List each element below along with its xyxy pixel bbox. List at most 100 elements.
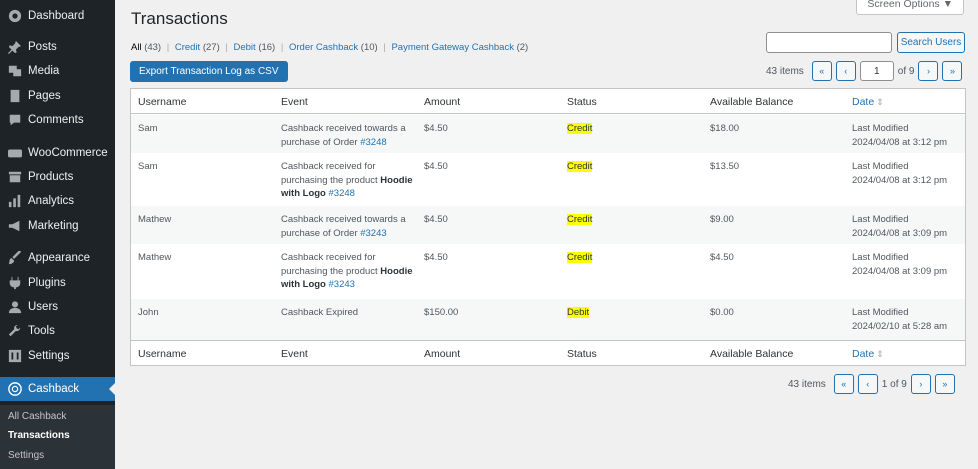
filter-order-cashback[interactable]: Order Cashback (10) bbox=[288, 42, 378, 53]
column-username: Username bbox=[138, 96, 187, 108]
archive-icon bbox=[2, 170, 28, 184]
first-page-button[interactable]: « bbox=[833, 374, 854, 394]
filter-links: All (43) | Credit (27) | Debit (16) | Or… bbox=[131, 42, 528, 53]
sidebar-item-label: Dashboard bbox=[28, 10, 85, 22]
cell-balance: $18.00 bbox=[710, 123, 740, 134]
page-indicator: 1 of 9 bbox=[881, 378, 907, 390]
media-icon bbox=[2, 64, 28, 78]
sidebar-item-label: WooCommerce bbox=[28, 147, 108, 159]
filter-payment-gateway-cashback[interactable]: Payment Gateway Cashback (2) bbox=[391, 42, 529, 53]
product-name: Hoodie with Logo bbox=[281, 265, 413, 291]
sidebar-item-label: Pages bbox=[28, 90, 61, 102]
submenu-settings[interactable]: Settings bbox=[8, 450, 45, 461]
cell-date: Last Modified 2024/04/08 at 3:12 pm bbox=[852, 123, 948, 148]
table-header: Username Event Amount Status Available B… bbox=[131, 89, 965, 114]
search-users-button[interactable]: Search Users bbox=[897, 32, 965, 53]
sidebar-item-dashboard[interactable]: Dashboard bbox=[0, 4, 115, 28]
cell-username: Mathew bbox=[138, 214, 172, 225]
sort-icon: ⇕ bbox=[876, 97, 884, 107]
order-link[interactable]: #3243 bbox=[360, 227, 387, 239]
status-badge: Credit bbox=[567, 252, 593, 263]
cell-status: Credit bbox=[567, 251, 593, 265]
sidebar-item-comments[interactable]: Comments bbox=[0, 108, 115, 132]
prev-page-button[interactable]: ‹ bbox=[835, 61, 856, 81]
sidebar-item-appearance[interactable]: Appearance bbox=[0, 246, 115, 270]
cell-amount: $150.00 bbox=[424, 307, 459, 318]
sidebar-item-posts[interactable]: Posts bbox=[0, 35, 115, 59]
cell-event: Cashback received for purchasing the pro… bbox=[281, 252, 413, 291]
cell-date: Last Modified 2024/04/08 at 3:09 pm bbox=[852, 214, 948, 239]
filter-separator: | bbox=[383, 42, 386, 53]
bar-chart-icon bbox=[2, 194, 28, 208]
submenu-all-cashback[interactable]: All Cashback bbox=[8, 411, 67, 422]
cell-username: John bbox=[138, 307, 159, 318]
next-page-button[interactable]: › bbox=[918, 61, 939, 81]
sidebar-item-label: Settings bbox=[28, 350, 70, 362]
export-csv-button[interactable]: Export Transaction Log as CSV bbox=[130, 61, 288, 82]
sidebar-item-label: Users bbox=[28, 301, 59, 313]
first-page-button[interactable]: « bbox=[811, 61, 832, 81]
cell-amount: $4.50 bbox=[424, 161, 448, 172]
cell-status: Debit bbox=[567, 306, 590, 320]
cell-date: Last Modified 2024/04/08 at 3:12 pm bbox=[852, 161, 948, 186]
items-count: 43 items bbox=[788, 378, 826, 390]
last-page-button[interactable]: » bbox=[942, 61, 963, 81]
cell-amount: $4.50 bbox=[424, 214, 448, 225]
status-badge: Credit bbox=[567, 161, 593, 172]
transactions-table: Username Event Amount Status Available B… bbox=[130, 88, 966, 366]
screen-options-button[interactable]: Screen Options ▼ bbox=[856, 0, 964, 15]
filter-credit[interactable]: Credit (27) bbox=[174, 42, 220, 53]
submenu-transactions[interactable]: Transactions bbox=[8, 430, 70, 441]
sidebar-item-label: Plugins bbox=[28, 277, 66, 289]
cell-balance: $0.00 bbox=[710, 307, 734, 318]
pagination-bottom: 43 items « ‹ 1 of 9 › » bbox=[788, 374, 955, 394]
filter-separator: | bbox=[225, 42, 228, 53]
sidebar-item-woocommerce[interactable]: WooCommerce bbox=[0, 141, 115, 165]
cell-username: Sam bbox=[138, 161, 158, 172]
cell-event: Cashback Expired bbox=[281, 307, 359, 318]
cashback-submenu: All Cashback Transactions Settings bbox=[0, 405, 115, 469]
status-badge: Debit bbox=[567, 307, 590, 318]
sidebar-item-label: Appearance bbox=[28, 252, 91, 264]
column-available-balance: Available Balance bbox=[710, 348, 794, 360]
filter-debit[interactable]: Debit (16) bbox=[233, 42, 276, 53]
status-badge: Credit bbox=[567, 123, 593, 134]
column-status: Status bbox=[567, 348, 597, 360]
sidebar-item-cashback[interactable]: Cashback bbox=[0, 377, 115, 401]
cell-event: Cashback received towards a purchase of … bbox=[281, 214, 406, 239]
table-row: John Cashback Expired $150.00 Debit $0.0… bbox=[131, 299, 965, 340]
last-page-button[interactable]: » bbox=[934, 374, 955, 394]
sidebar-item-tools[interactable]: Tools bbox=[0, 319, 115, 343]
megaphone-icon bbox=[2, 219, 28, 233]
column-date-sort[interactable]: Date ⇕ bbox=[852, 96, 884, 108]
cell-balance: $9.00 bbox=[710, 214, 734, 225]
column-username: Username bbox=[138, 348, 187, 360]
sidebar-item-label: Tools bbox=[28, 325, 55, 337]
sidebar-item-media[interactable]: Media bbox=[0, 59, 115, 83]
order-link[interactable]: #3248 bbox=[328, 188, 355, 199]
sidebar-item-products[interactable]: Products bbox=[0, 165, 115, 189]
sidebar-item-analytics[interactable]: Analytics bbox=[0, 189, 115, 213]
search-input[interactable] bbox=[766, 32, 892, 53]
column-date-sort[interactable]: Date ⇕ bbox=[852, 348, 884, 360]
filter-all[interactable]: All (43) bbox=[131, 42, 162, 53]
sidebar-item-settings[interactable]: Settings bbox=[0, 344, 115, 368]
plug-icon bbox=[2, 276, 28, 290]
sidebar-item-plugins[interactable]: Plugins bbox=[0, 271, 115, 295]
sidebar-item-marketing[interactable]: Marketing bbox=[0, 214, 115, 238]
next-page-button[interactable]: › bbox=[910, 374, 931, 394]
user-icon bbox=[2, 300, 28, 314]
dashboard-icon bbox=[2, 9, 28, 23]
table-footer: Username Event Amount Status Available B… bbox=[131, 340, 965, 365]
order-link[interactable]: #3248 bbox=[360, 136, 387, 148]
column-amount: Amount bbox=[424, 348, 461, 360]
column-status: Status bbox=[567, 96, 597, 108]
total-pages: of 9 bbox=[897, 65, 915, 77]
sidebar-item-pages[interactable]: Pages bbox=[0, 84, 115, 108]
woo-icon bbox=[2, 146, 28, 160]
column-event: Event bbox=[281, 96, 308, 108]
current-page-input[interactable] bbox=[859, 61, 894, 81]
order-link[interactable]: #3243 bbox=[328, 279, 355, 290]
sidebar-item-users[interactable]: Users bbox=[0, 295, 115, 319]
prev-page-button[interactable]: ‹ bbox=[857, 374, 878, 394]
